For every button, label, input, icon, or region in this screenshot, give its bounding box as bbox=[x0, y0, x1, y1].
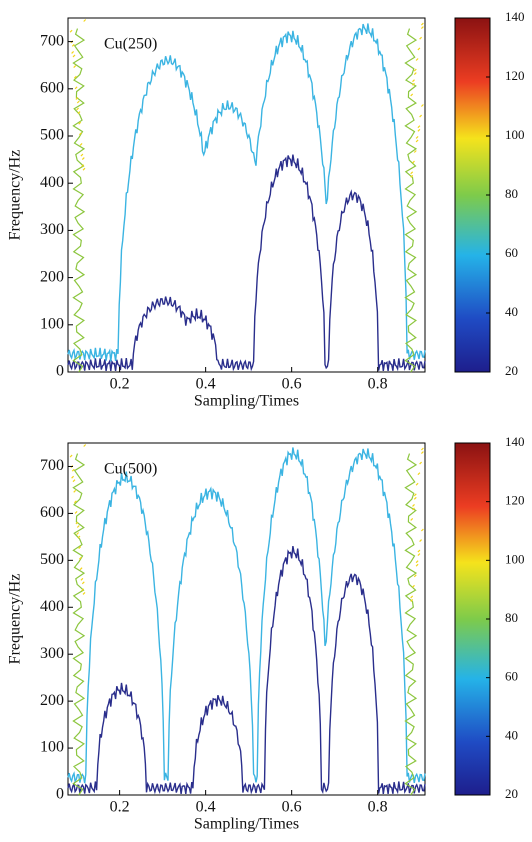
y-tick-label: 400 bbox=[40, 598, 64, 615]
colorbar-tick-label: 60 bbox=[505, 669, 518, 684]
y-tick-label: 300 bbox=[40, 221, 64, 238]
colorbar-tick-label: 80 bbox=[505, 186, 518, 201]
y-tick-label: 200 bbox=[40, 692, 64, 709]
x-tick-label: 0.6 bbox=[282, 799, 302, 816]
x-tick-label: 0.4 bbox=[196, 799, 216, 816]
colorbar-tick-label: 100 bbox=[505, 551, 525, 566]
y-tick-label: 700 bbox=[40, 32, 64, 49]
y-tick-label: 0 bbox=[56, 786, 64, 803]
x-tick-label: 0.2 bbox=[110, 376, 130, 393]
colorbar-tick-label: 20 bbox=[505, 786, 518, 801]
contour-line bbox=[69, 19, 424, 178]
colorbar-tick-label: 140 bbox=[505, 434, 525, 449]
colorbar-tick-label: 140 bbox=[505, 9, 525, 24]
contour-line bbox=[67, 545, 426, 795]
x-axis-label: Sampling/Times bbox=[194, 393, 299, 410]
panel-label: Cu(250) bbox=[104, 36, 157, 53]
colorbar-tick-label: 60 bbox=[505, 245, 518, 260]
y-tick-label: 200 bbox=[40, 268, 64, 285]
x-tick-label: 0.8 bbox=[368, 799, 388, 816]
colorbar-tick-label: 40 bbox=[505, 727, 518, 742]
contour-line bbox=[404, 28, 418, 373]
panel-label: Cu(500) bbox=[104, 461, 157, 478]
plot-area bbox=[67, 17, 426, 373]
x-tick-label: 0.4 bbox=[196, 376, 216, 393]
colorbar-tick-label: 40 bbox=[505, 304, 518, 319]
y-tick-label: 0 bbox=[56, 363, 64, 380]
contour-line bbox=[67, 447, 426, 784]
colorbar bbox=[454, 17, 491, 373]
plot-area bbox=[67, 442, 426, 796]
colorbar-tick-label: 20 bbox=[505, 363, 518, 378]
y-tick-label: 100 bbox=[40, 739, 64, 756]
colorbar bbox=[454, 442, 491, 796]
contour-line bbox=[69, 444, 424, 602]
y-tick-label: 600 bbox=[40, 504, 64, 521]
colorbar-tick-label: 120 bbox=[505, 493, 525, 508]
y-tick-label: 700 bbox=[40, 457, 64, 474]
contour-line bbox=[67, 154, 426, 372]
contour-line bbox=[67, 23, 426, 362]
colorbar-tick-label: 120 bbox=[505, 68, 525, 83]
colorbar-tick-label: 80 bbox=[505, 610, 518, 625]
contour-line bbox=[72, 28, 86, 373]
x-tick-label: 0.6 bbox=[282, 376, 302, 393]
y-tick-label: 500 bbox=[40, 551, 64, 568]
contour-line bbox=[72, 453, 86, 796]
x-axis-label: Sampling/Times bbox=[194, 816, 299, 833]
y-axis-label: Frequency/Hz bbox=[7, 574, 24, 665]
x-tick-label: 0.2 bbox=[110, 799, 130, 816]
contour-line bbox=[404, 453, 418, 796]
y-tick-label: 400 bbox=[40, 174, 64, 191]
y-axis-label: Frequency/Hz bbox=[7, 150, 24, 241]
y-tick-label: 500 bbox=[40, 127, 64, 144]
y-tick-label: 300 bbox=[40, 645, 64, 662]
x-tick-label: 0.8 bbox=[368, 376, 388, 393]
y-tick-label: 100 bbox=[40, 315, 64, 332]
colorbar-tick-label: 100 bbox=[505, 127, 525, 142]
y-tick-label: 600 bbox=[40, 79, 64, 96]
